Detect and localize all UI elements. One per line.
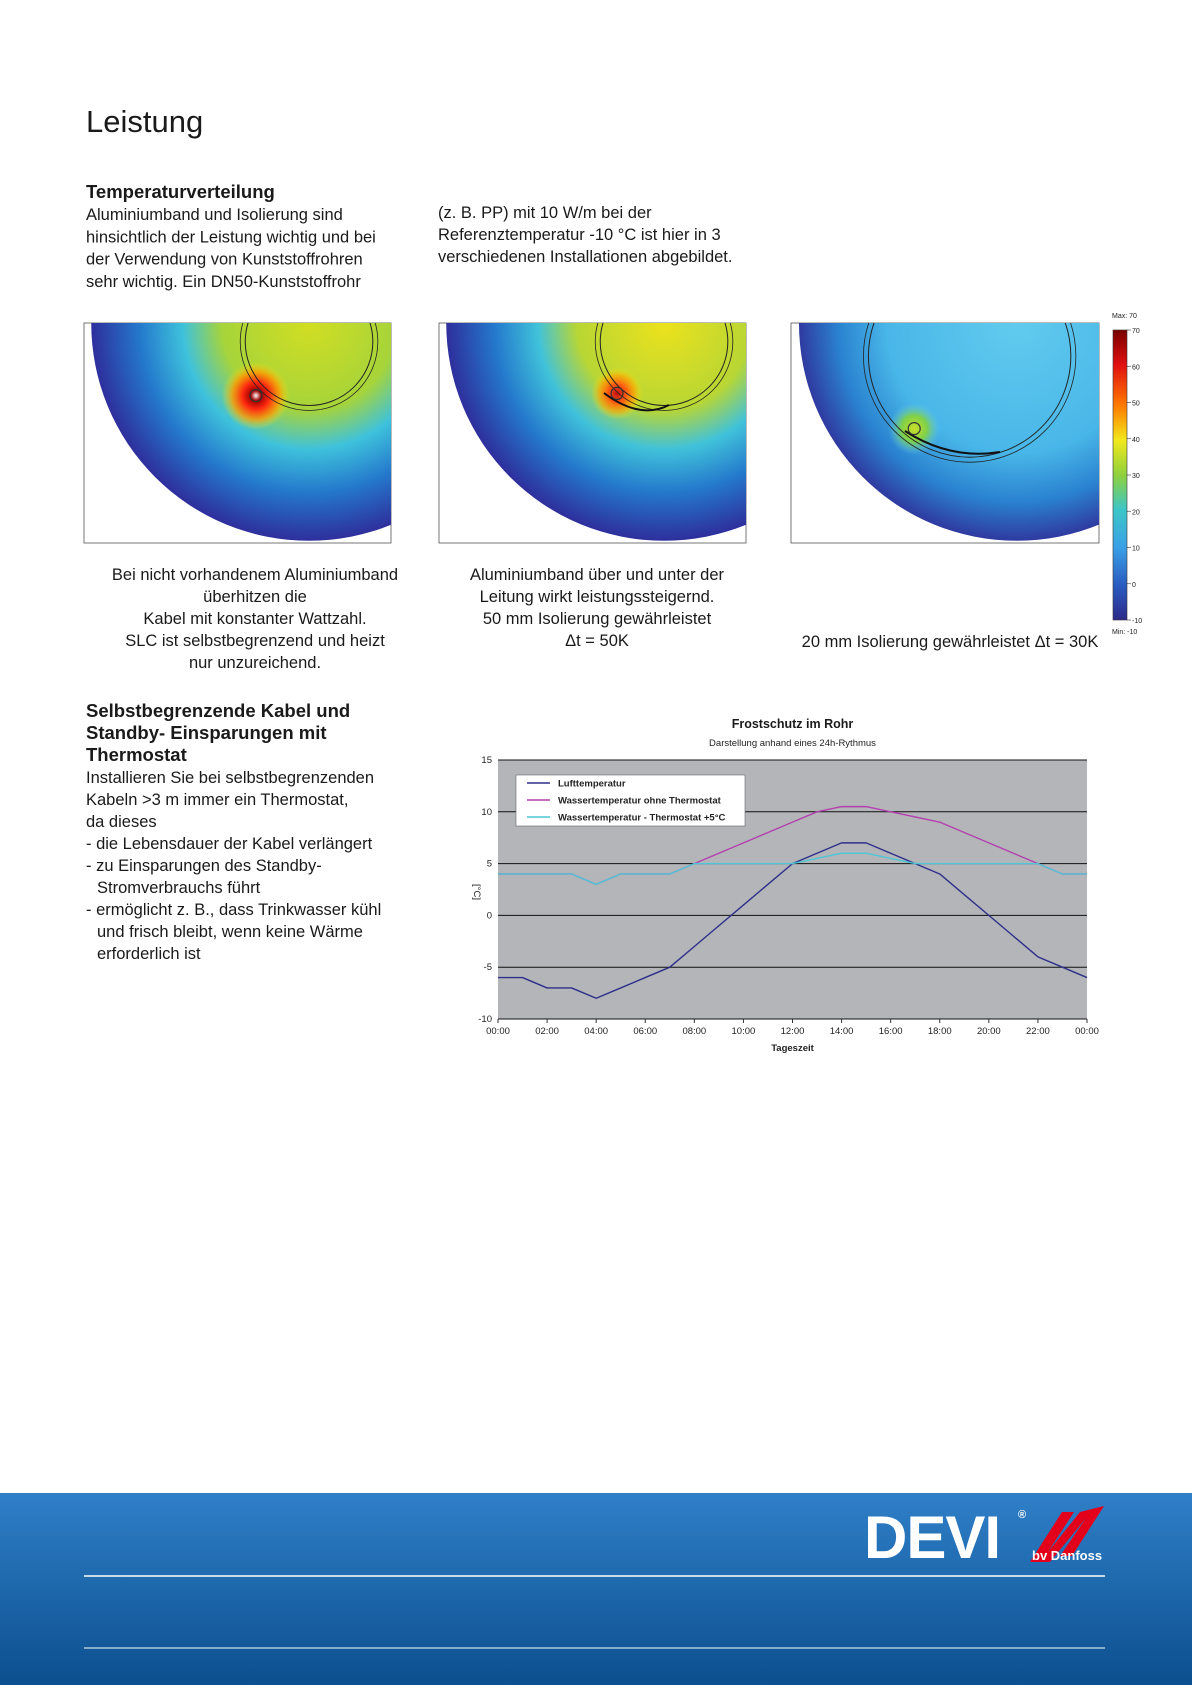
hot-spot: [591, 367, 644, 420]
x-tick-label: 06:00: [633, 1026, 657, 1037]
logo-registered: ®: [1018, 1509, 1026, 1521]
list-line: - die Lebensdauer der Kabel verlängert: [86, 835, 373, 853]
x-tick-label: 20:00: [977, 1026, 1001, 1037]
heat-field: [91, 323, 391, 541]
list-line: Stromverbrauchs führt: [97, 879, 261, 897]
y-axis-label: [°C]: [471, 884, 482, 900]
paragraph-line: Referenztemperatur -10 °C ist hier in 3: [438, 226, 721, 244]
caption-line: 20 mm Isolierung gewährleistet Δt = 30K: [802, 633, 1099, 651]
list-line: - zu Einsparungen des Standby-: [86, 857, 322, 875]
paragraph-line: da dieses: [86, 813, 157, 831]
heatmap: [799, 323, 1099, 541]
paragraph-line: Kabeln >3 m immer ein Thermostat,: [86, 791, 348, 809]
hot-spot: [221, 361, 290, 430]
y-tick-label: -10: [478, 1014, 492, 1025]
caption-line: Leitung wirkt leistungssteigernd.: [480, 588, 715, 606]
cable: [249, 389, 263, 403]
paragraph-line: der Verwendung von Kunststoffrohren: [86, 251, 363, 269]
list-line: erforderlich ist: [97, 945, 201, 963]
x-axis-label: Tageszeit: [771, 1043, 814, 1054]
legend-label: Wassertemperatur - Thermostat +5°C: [558, 813, 726, 824]
pipe-ring: [594, 323, 734, 411]
colorbar-min: Min: -10: [1112, 629, 1137, 636]
paragraph-line: (z. B. PP) mit 10 W/m bei der: [438, 204, 652, 222]
alu-band: [904, 430, 1001, 455]
pipe-ring: [599, 323, 729, 406]
y-tick-label: 15: [481, 755, 492, 766]
colorbar-tick-label: 0: [1132, 582, 1136, 589]
cable: [907, 422, 921, 436]
heat-field: [446, 323, 746, 541]
legend-label: Lufttemperatur: [558, 779, 626, 790]
colorbar-tick-label: 30: [1132, 473, 1140, 480]
hot-spot: [888, 402, 941, 455]
x-tick-label: 04:00: [584, 1026, 608, 1037]
footer-band: [0, 1493, 1192, 1685]
paragraph-line: Installieren Sie bei selbstbegrenzenden: [86, 769, 374, 787]
pipe-ring: [867, 323, 1072, 458]
paragraph-line: Aluminiumband und Isolierung sind: [86, 206, 343, 224]
logo-sub: bv Danfoss: [1032, 1548, 1102, 1563]
colorbar-tick-label: 50: [1132, 401, 1140, 408]
pipe-ring: [239, 323, 379, 411]
x-tick-label: 02:00: [535, 1026, 559, 1037]
colorbar: [1112, 329, 1128, 621]
paragraph-line: sehr wichtig. Ein DN50-Kunststoffrohr: [86, 273, 361, 291]
legend-box: [515, 774, 746, 827]
logo-brand: DEVI: [864, 1504, 1000, 1571]
colorbar-tick-label: 10: [1132, 546, 1140, 553]
chart-subtitle: Darstellung anhand eines 24h-Rythmus: [709, 738, 876, 749]
x-tick-label: 18:00: [928, 1026, 952, 1037]
y-tick-label: 0: [487, 910, 492, 921]
series-line: [498, 852, 1087, 886]
section-heading: Standby- Einsparungen mit: [86, 722, 327, 743]
cable: [610, 386, 624, 400]
x-tick-label: 00:00: [486, 1026, 510, 1037]
pipe-ring: [244, 323, 374, 406]
colorbar-tick-label: 20: [1132, 509, 1140, 516]
paragraph-line: verschiedenen Installationen abgebildet.: [438, 248, 732, 266]
y-tick-label: -5: [484, 962, 492, 973]
list-line: - ermöglicht z. B., dass Trinkwasser küh…: [86, 901, 381, 919]
x-tick-label: 16:00: [879, 1026, 903, 1037]
section-heading: Thermostat: [86, 744, 187, 765]
colorbar-tick-label: -10: [1132, 618, 1142, 625]
y-tick-label: 10: [481, 807, 492, 818]
caption-line: 50 mm Isolierung gewährleistet: [483, 610, 712, 628]
section-heading: Selbstbegrenzende Kabel und: [86, 700, 350, 721]
caption-line: nur unzureichend.: [189, 654, 321, 672]
colorbar-tick-label: 60: [1132, 364, 1140, 371]
y-tick-label: 5: [487, 859, 492, 870]
colorbar-max: Max: 70: [1112, 313, 1137, 320]
x-tick-label: 10:00: [732, 1026, 756, 1037]
heat-field: [799, 323, 1099, 541]
list-line: und frisch bleibt, wenn keine Wärme: [97, 923, 363, 941]
paragraph-line: hinsichtlich der Leistung wichtig und be…: [86, 228, 376, 246]
caption-line: Aluminiumband über und unter der: [470, 566, 725, 584]
chart-title: Frostschutz im Rohr: [732, 717, 854, 731]
caption-line: Δt = 50K: [565, 632, 629, 650]
legend-label: Wassertemperatur ohne Thermostat: [558, 796, 722, 807]
x-tick-label: 00:00: [1075, 1026, 1099, 1037]
x-tick-label: 12:00: [781, 1026, 805, 1037]
caption-line: überhitzen die: [203, 588, 307, 606]
heatmap: [446, 323, 746, 541]
alu-band: [603, 392, 670, 412]
x-tick-label: 22:00: [1026, 1026, 1050, 1037]
heatmap: [91, 323, 391, 541]
caption-line: Bei nicht vorhandenem Aluminiumband: [112, 566, 398, 584]
colorbar-tick-label: 40: [1132, 437, 1140, 444]
caption-line: SLC ist selbstbegrenzend und heizt: [125, 632, 385, 650]
colorbar-tick-label: 70: [1132, 328, 1140, 335]
pipe-ring: [863, 323, 1077, 463]
page-title: Leistung: [86, 104, 203, 139]
x-tick-label: 08:00: [682, 1026, 706, 1037]
section-heading: Temperaturverteilung: [86, 181, 275, 202]
x-tick-label: 14:00: [830, 1026, 854, 1037]
logo-mark: [1030, 1506, 1104, 1562]
caption-line: Kabel mit konstanter Wattzahl.: [143, 610, 366, 628]
